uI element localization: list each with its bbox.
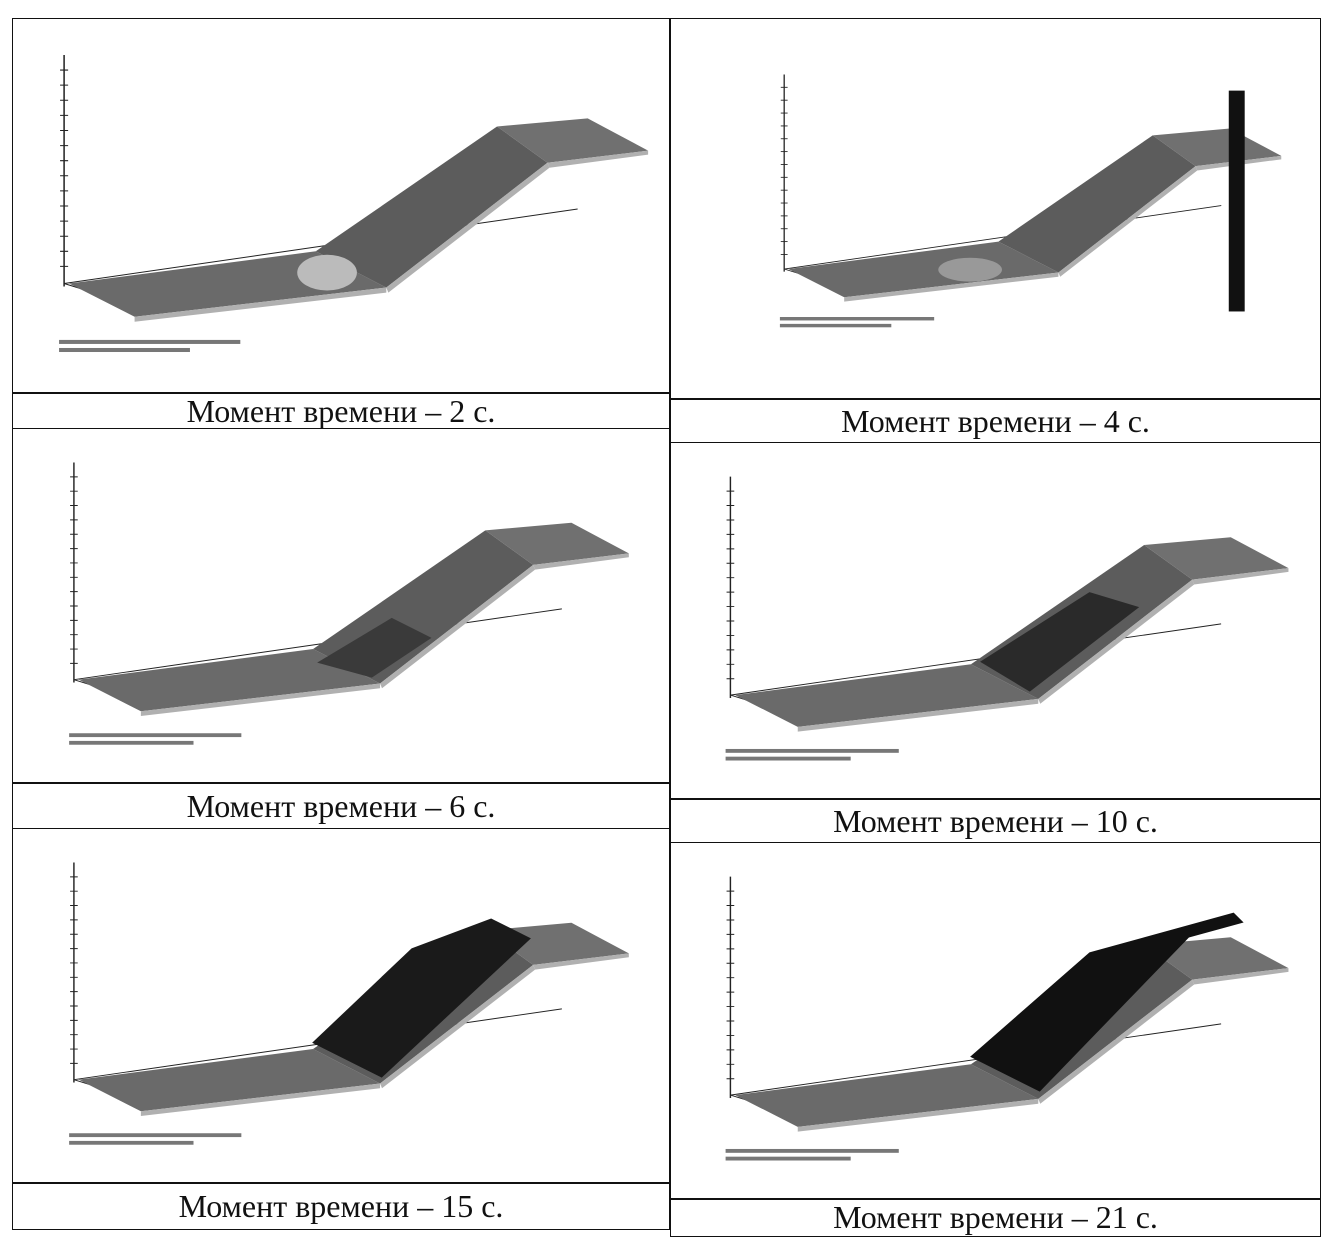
page: Момент времени – 2 с. Момент времени – 4… bbox=[0, 0, 1321, 1237]
caption: Момент времени – 2 с. bbox=[12, 392, 670, 430]
simulation-image bbox=[670, 842, 1321, 1200]
caption: Момент времени – 6 с. bbox=[12, 782, 670, 830]
caption: Момент времени – 10 с. bbox=[670, 798, 1321, 844]
scene bbox=[671, 443, 1320, 799]
simulation-image bbox=[670, 442, 1321, 800]
caption: Момент времени – 4 с. bbox=[670, 398, 1321, 444]
scene bbox=[13, 429, 669, 783]
caption: Момент времени – 15 с. bbox=[12, 1182, 670, 1230]
scene bbox=[671, 843, 1320, 1199]
simulation-image bbox=[12, 828, 670, 1184]
simulation-image bbox=[12, 18, 670, 394]
simulation-image bbox=[12, 428, 670, 784]
scene bbox=[671, 19, 1320, 399]
scene bbox=[13, 829, 669, 1183]
scene bbox=[13, 19, 669, 393]
simulation-image bbox=[670, 18, 1321, 400]
caption: Момент времени – 21 с. bbox=[670, 1198, 1321, 1237]
